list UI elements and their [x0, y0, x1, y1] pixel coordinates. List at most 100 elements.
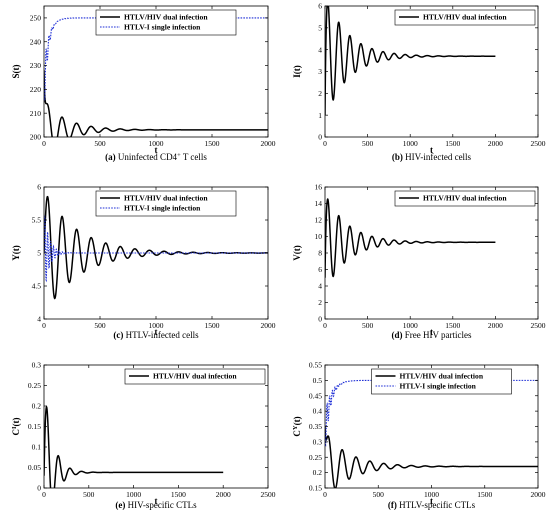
y-tick-label: 10 [315, 232, 323, 241]
legend-entry: HTLV-I single infection [124, 23, 201, 32]
x-tick-label: 1500 [477, 490, 492, 499]
panel-caption: (b) HIV-infected cells [392, 152, 472, 162]
chart-panel-4: 0 500 1000 1500 2000 2500 0 2 4 6 8 10 12 14 16 t V(t) HT… [292, 183, 546, 340]
y-tick-label: 0.25 [309, 453, 322, 462]
legend-box [95, 190, 237, 217]
y-tick-label: 14 [315, 199, 323, 208]
y-tick-label: 5 [318, 23, 322, 32]
chart-panel-1: 0 500 1000 1500 2000 200 210 220 230 240 250 t S(t) H… [11, 5, 276, 163]
x-axis-label: t [155, 145, 158, 155]
x-tick-label: 2500 [261, 490, 276, 499]
x-tick-label: 2000 [261, 139, 276, 148]
y-tick-label: 6 [37, 183, 41, 192]
legend-entry: HTLV/HIV dual infection [400, 372, 484, 381]
x-tick-label: 1500 [205, 139, 220, 148]
x-tick-label: 500 [362, 139, 374, 148]
panel-caption: (f) HTLV-specific CTLs [388, 500, 476, 510]
x-tick-label: 1000 [149, 139, 164, 148]
x-tick-label: 0 [42, 139, 46, 148]
y-tick-label: 0 [37, 484, 41, 493]
chart-panel-3: 0 500 1000 1500 2000 4 4.5 5 5.5 6 t Y(t) HTLV/HIV d… [11, 183, 276, 340]
y-tick-label: 200 [30, 133, 42, 142]
x-tick-label: 1500 [445, 321, 460, 330]
x-tick-label: 0 [323, 321, 327, 330]
x-tick-label: 500 [362, 321, 374, 330]
x-tick-label: 2000 [261, 321, 276, 330]
legend-entry: HTLV-I single infection [124, 204, 201, 213]
y-tick-label: 1 [318, 111, 322, 120]
x-tick-label: 1500 [445, 139, 460, 148]
x-axis-label: t [155, 327, 158, 337]
y-tick-label: 2 [318, 298, 322, 307]
x-tick-label: 1500 [171, 490, 186, 499]
series-line-1 [325, 197, 496, 278]
x-tick-label: 0 [323, 490, 327, 499]
series-line-1 [325, 6, 496, 116]
y-tick-label: 12 [315, 216, 323, 225]
y-tick-label: 0.2 [313, 468, 323, 477]
y-tick-label: 0 [318, 315, 322, 324]
y-tick-label: 6 [318, 265, 322, 274]
y-tick-label: 5 [37, 249, 41, 258]
y-tick-label: 0.4 [313, 407, 323, 416]
x-tick-label: 2500 [531, 139, 546, 148]
x-tick-label: 1500 [205, 321, 220, 330]
y-tick-label: 0.55 [309, 361, 322, 370]
y-axis-label: Y(t) [11, 245, 21, 261]
x-tick-label: 2000 [488, 139, 503, 148]
y-tick-label: 0.15 [309, 484, 322, 493]
y-tick-label: 16 [315, 183, 323, 192]
x-axis-label: t [430, 145, 433, 155]
y-axis-label: V(t) [292, 245, 302, 261]
y-axis-label: CI(t) [11, 417, 22, 435]
y-tick-label: 240 [30, 37, 42, 46]
legend-entry: HTLV/HIV dual infection [124, 194, 208, 203]
y-tick-label: 0.35 [309, 422, 322, 431]
series-line-2 [44, 215, 268, 283]
panel-caption: (e) HIV-specific CTLs [115, 500, 197, 510]
y-tick-label: 0.15 [28, 422, 41, 431]
x-tick-label: 2000 [216, 490, 231, 499]
legend-entry: HTLV/HIV dual infection [423, 194, 507, 203]
legend-entry: HTLV/HIV dual infection [153, 372, 237, 381]
y-tick-label: 0.1 [32, 443, 42, 452]
x-axis-label: t [430, 327, 433, 337]
y-tick-label: 220 [30, 85, 42, 94]
x-tick-label: 2500 [531, 321, 546, 330]
panel-caption: (a) Uninfected CD4+ T cells [105, 152, 207, 163]
y-tick-label: 0 [318, 133, 322, 142]
y-tick-label: 0.3 [313, 437, 323, 446]
panel-caption: (c) HTLV-infected cells [113, 330, 199, 340]
y-tick-label: 3 [318, 67, 322, 76]
y-tick-label: 0.3 [32, 361, 42, 370]
x-axis-label: t [155, 496, 158, 506]
y-tick-label: 0.25 [28, 381, 41, 390]
x-tick-label: 0 [42, 321, 46, 330]
x-tick-label: 2000 [531, 490, 546, 499]
x-tick-label: 500 [94, 321, 106, 330]
x-tick-label: 1000 [403, 321, 418, 330]
y-axis-label: I(t) [292, 65, 302, 78]
y-tick-label: 8 [318, 249, 322, 258]
series-line-1 [44, 70, 268, 137]
legend-box [394, 190, 536, 207]
legend: HTLV/HIV dual infection [394, 9, 536, 26]
x-tick-label: 0 [42, 490, 46, 499]
y-tick-label: 4.5 [32, 282, 42, 291]
x-tick-label: 500 [373, 490, 385, 499]
y-axis-label: S(t) [11, 65, 21, 79]
series-line-1 [44, 405, 224, 488]
legend: HTLV/HIV dual infection [394, 190, 536, 207]
x-tick-label: 2000 [488, 321, 503, 330]
legend-box [394, 9, 536, 26]
y-tick-label: 0.45 [309, 391, 322, 400]
x-axis-label: t [430, 496, 433, 506]
x-tick-label: 1000 [126, 490, 141, 499]
legend-entry: HTLV-I single infection [400, 382, 477, 391]
plot-frame [324, 5, 539, 138]
y-tick-label: 6 [318, 2, 322, 11]
